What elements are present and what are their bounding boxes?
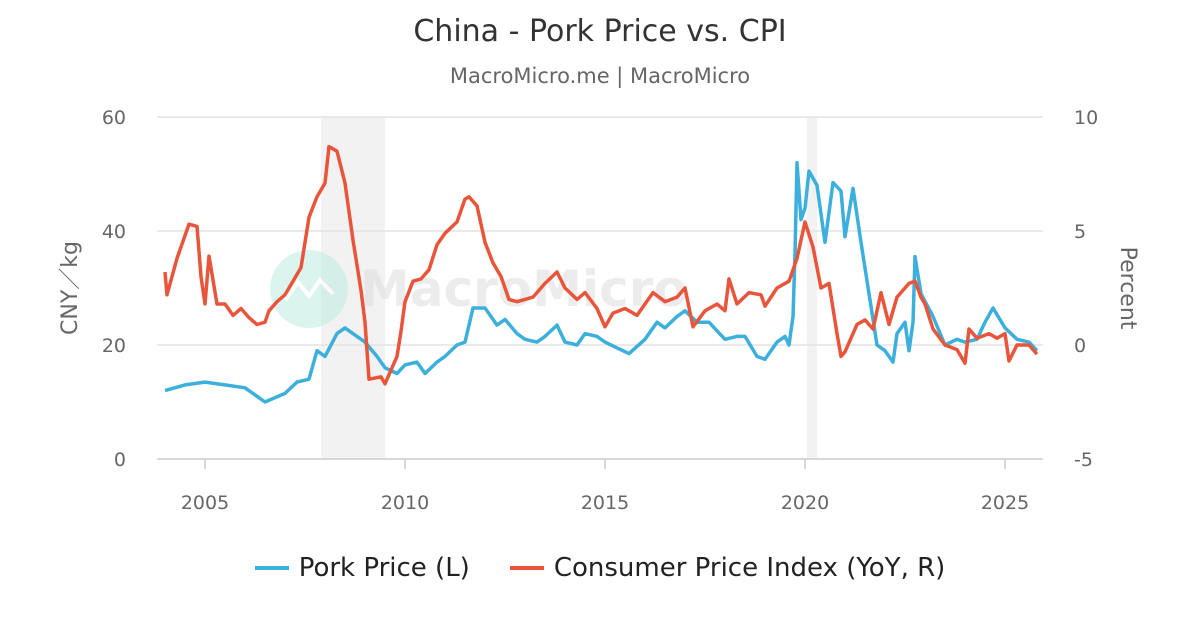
x-tick-label: 2025	[981, 492, 1029, 514]
y-axis-right-label: Percent	[1115, 247, 1140, 330]
y-right-tick-label: 10	[1074, 107, 1098, 129]
recession-shading	[807, 117, 817, 459]
legend: Pork Price (L) Consumer Price Index (YoY…	[0, 553, 1200, 583]
legend-label: Consumer Price Index (YoY, R)	[553, 553, 946, 583]
legend-swatch-cpi	[509, 566, 544, 570]
x-tick-label: 2010	[381, 492, 429, 514]
y-right-tick-label: 5	[1074, 221, 1086, 243]
y-left-tick-label: 40	[102, 221, 126, 243]
x-tick-label: 2015	[581, 492, 629, 514]
cpi-line	[163, 144, 1039, 386]
x-tick-label: 2020	[781, 492, 829, 514]
y-left-tick-label: 60	[102, 107, 126, 129]
y-axis-left-label: CNY／kg	[58, 241, 83, 335]
watermark-logo: MacroMicro	[270, 250, 688, 328]
y-right-tick-label: -5	[1074, 449, 1093, 471]
legend-swatch-pork	[254, 566, 289, 570]
chart-subtitle: MacroMicro.me | MacroMicro	[449, 64, 751, 88]
legend-item-cpi[interactable]: Consumer Price Index (YoY, R)	[509, 553, 946, 583]
y-left-tick-label: 20	[102, 335, 126, 357]
y-right-tick-label: 0	[1074, 335, 1086, 357]
chart-title: China - Pork Price vs. CPI	[413, 14, 787, 49]
y-left-tick-label: 0	[114, 449, 126, 471]
legend-label: Pork Price (L)	[298, 553, 470, 583]
x-tick-label: 2005	[181, 492, 229, 514]
watermark-text: MacroMicro	[360, 260, 688, 318]
legend-item-pork-price[interactable]: Pork Price (L)	[254, 553, 470, 583]
